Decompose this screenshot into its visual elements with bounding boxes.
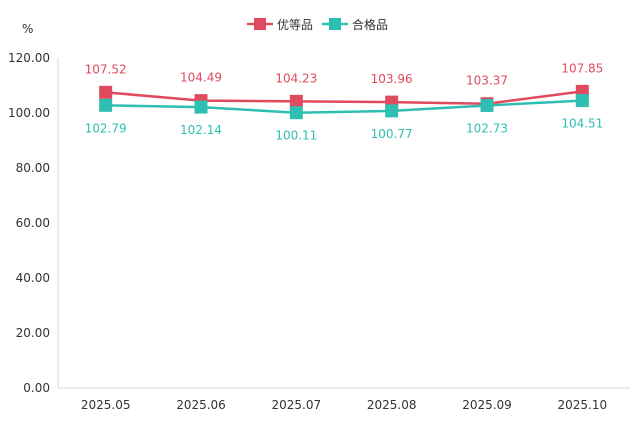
axes: 0.00 20.00 40.00 60.00 80.00 100.00 120.00 2025… — [8, 51, 630, 412]
x-tick-label: 2025.10 — [558, 398, 608, 412]
data-label: 107.85 — [561, 61, 603, 75]
data-label: 107.52 — [85, 62, 127, 76]
y-tick-label: 60.00 — [16, 216, 50, 230]
data-point-marker[interactable] — [575, 94, 589, 108]
data-label: 102.73 — [466, 121, 508, 135]
data-label: 103.37 — [466, 74, 508, 88]
legend-label[interactable]: 合格品 — [352, 17, 388, 32]
data-label: 100.11 — [275, 129, 317, 143]
data-label: 104.23 — [275, 71, 317, 85]
y-tick-label: 120.00 — [8, 51, 50, 65]
y-axis-unit-label: % — [22, 22, 33, 36]
data-point-marker[interactable] — [289, 94, 303, 108]
data-labels: 107.52 104.49 104.23 103.96 103.37 107.85 102.… — [85, 61, 604, 142]
y-tick-label: 20.00 — [16, 326, 50, 340]
data-point-marker[interactable] — [289, 106, 303, 120]
legend: 优等品 合格品 — [247, 17, 388, 32]
series-line — [105, 99, 583, 114]
legend-marker — [329, 18, 341, 30]
legend-label[interactable]: 优等品 — [277, 18, 313, 32]
data-label: 102.79 — [85, 121, 127, 135]
data-point-marker[interactable] — [194, 100, 208, 114]
series-line — [105, 90, 583, 105]
data-point-marker[interactable] — [480, 98, 494, 112]
x-tick-label: 2025.07 — [272, 398, 322, 412]
data-label: 102.14 — [180, 123, 222, 137]
x-tick-label: 2025.09 — [462, 398, 512, 412]
y-tick-label: 0.00 — [23, 381, 50, 395]
data-label: 104.49 — [180, 71, 222, 85]
y-tick-label: 40.00 — [16, 271, 50, 285]
x-tick-label: 2025.06 — [176, 398, 226, 412]
data-point-marker[interactable] — [99, 85, 113, 99]
data-label: 104.51 — [561, 117, 603, 131]
data-point-marker[interactable] — [99, 98, 113, 112]
data-label: 100.77 — [371, 127, 413, 141]
x-tick-label: 2025.08 — [367, 398, 417, 412]
x-tick-label: 2025.05 — [81, 398, 131, 412]
y-tick-label: 100.00 — [8, 106, 50, 120]
legend-marker — [254, 18, 266, 30]
y-tick-label: 80.00 — [16, 161, 50, 175]
data-label: 103.96 — [371, 72, 413, 86]
data-point-marker[interactable] — [385, 104, 399, 118]
series-group — [99, 84, 589, 120]
